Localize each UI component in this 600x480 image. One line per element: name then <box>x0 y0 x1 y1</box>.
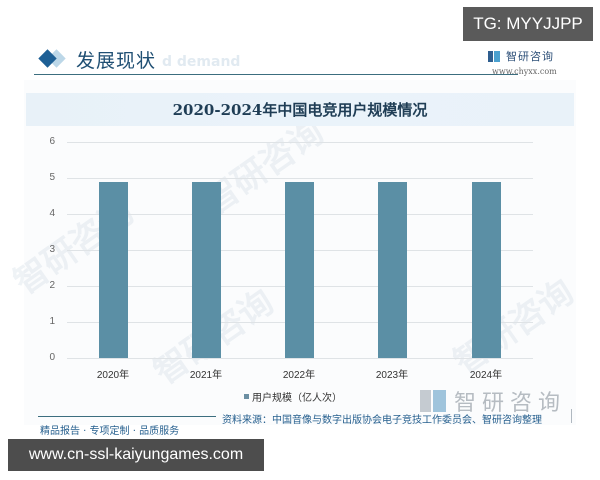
y-tick-label: 4 <box>49 208 55 219</box>
bar-2021 <box>192 181 221 358</box>
x-tick-label: 2023年 <box>375 370 409 381</box>
section-title: 发展现状 <box>76 49 157 72</box>
plot-area: 0 1 2 3 4 5 6 2020年 2021年 2022年 2023年 20… <box>49 136 533 381</box>
legend-swatch-icon <box>244 394 249 399</box>
y-tick-label: 1 <box>49 316 55 327</box>
brand-name: 智研咨询 <box>506 50 554 63</box>
bar-2022 <box>285 181 314 358</box>
section-header: 发展现状 d demand <box>38 44 240 74</box>
brand-block: 智研咨询 www.chyxx.com <box>488 48 588 76</box>
slogan: 精品报告 · 专项定制 · 品质服务 <box>40 426 180 437</box>
chyxx-logo-icon <box>420 390 446 412</box>
footer-logo-text: 智研咨询 <box>454 391 567 416</box>
x-tick-label: 2021年 <box>189 370 223 381</box>
source-note: 资料来源：中国音像与数字出版协会电子竞技工作委员会、智研咨询整理 <box>222 415 542 426</box>
y-tick-label: 5 <box>49 172 55 183</box>
chyxx-logo-icon <box>488 50 500 62</box>
legend-label: 用户规模（亿人次） <box>252 393 342 404</box>
diamond-icon <box>38 48 70 70</box>
y-tick-label: 2 <box>49 280 55 291</box>
y-tick-label: 3 <box>49 244 55 255</box>
bar-2020 <box>99 181 128 358</box>
source-separator <box>571 409 572 423</box>
brand-url: www.chyxx.com <box>492 67 557 76</box>
y-tick-label: 0 <box>49 352 55 363</box>
footer-divider <box>38 416 216 417</box>
y-tick-label: 6 <box>49 136 55 147</box>
x-tick-label: 2022年 <box>282 370 316 381</box>
footer-logo: 智研咨询 <box>420 385 566 417</box>
tg-watermark-badge: TG: MYYJJPP <box>463 7 593 41</box>
x-tick-label: 2024年 <box>469 370 503 381</box>
bar-2024 <box>472 181 501 358</box>
chart-title-band: 2020-2024年中国电竞用户规模情况 <box>26 93 574 126</box>
gridline <box>67 142 533 143</box>
x-tick-label: 2020年 <box>96 370 130 381</box>
url-watermark-badge: www.cn-ssl-kaiyungames.com <box>8 439 264 471</box>
chart-legend: 用户规模（亿人次） <box>244 389 342 404</box>
x-axis-line <box>67 358 533 359</box>
bar-2023 <box>378 181 407 358</box>
header-divider <box>34 74 518 75</box>
chart-title: 2020-2024年中国电竞用户规模情况 <box>172 101 428 119</box>
gridline <box>67 178 533 179</box>
section-ghost-text: d demand <box>162 54 241 70</box>
